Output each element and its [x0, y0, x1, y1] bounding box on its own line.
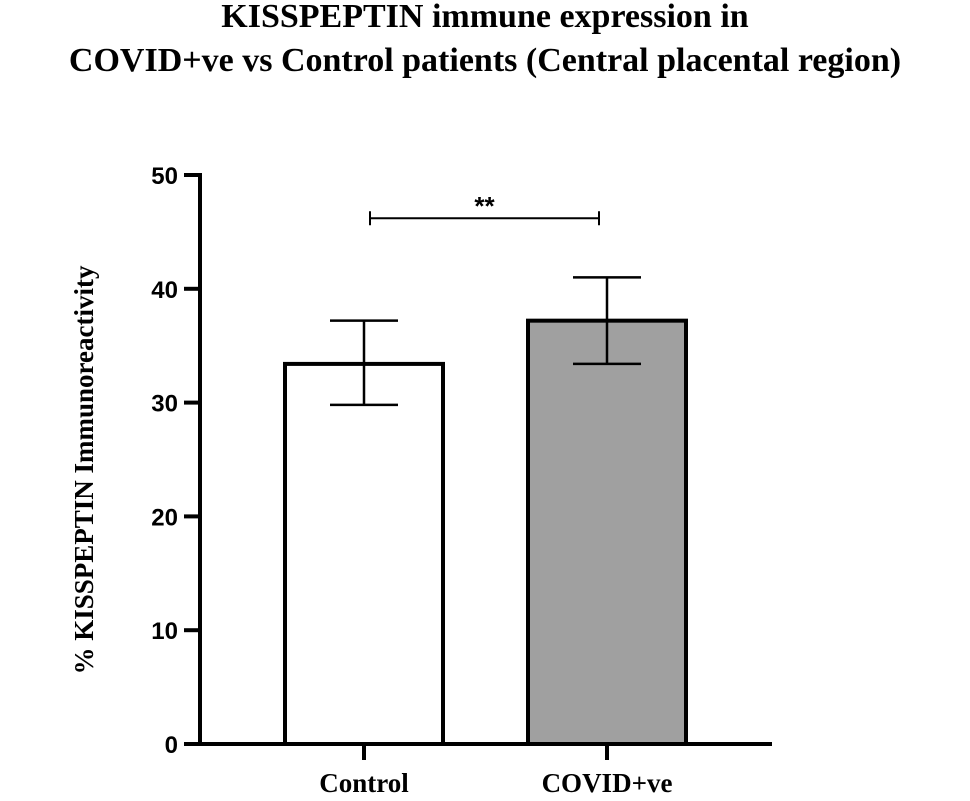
- y-tick-label-0: 0: [165, 732, 178, 759]
- y-tick-label-10: 10: [151, 618, 178, 645]
- y-tick-label-20: 20: [151, 504, 178, 531]
- significance-bracket: **: [369, 191, 600, 226]
- axes: 0 10 20 30 40 50 Control COVID+ve: [151, 163, 772, 798]
- x-tick-label-control: Control: [319, 768, 409, 798]
- chart-title-line-2: COVID+ve vs Control patients (Central pl…: [69, 42, 901, 79]
- y-axis-title: % KISSPEPTIN Immunoreactivity: [69, 265, 99, 675]
- significance-label: **: [474, 191, 495, 221]
- y-tick-label-30: 30: [151, 391, 178, 418]
- y-tick-label-40: 40: [151, 277, 178, 304]
- bars: [283, 318, 688, 746]
- bar-covid-ve: [526, 318, 688, 746]
- y-tick-label-50: 50: [151, 163, 178, 190]
- x-tick-label-covid-ve: COVID+ve: [542, 768, 673, 798]
- chart-title-line-1: KISSPEPTIN immune expression in: [221, 0, 749, 35]
- error-bars: [330, 276, 641, 407]
- bar-control: [283, 361, 445, 746]
- y-axis-label: % KISSPEPTIN Immunoreactivity: [69, 265, 99, 675]
- chart-title: KISSPEPTIN immune expression in COVID+ve …: [69, 0, 901, 79]
